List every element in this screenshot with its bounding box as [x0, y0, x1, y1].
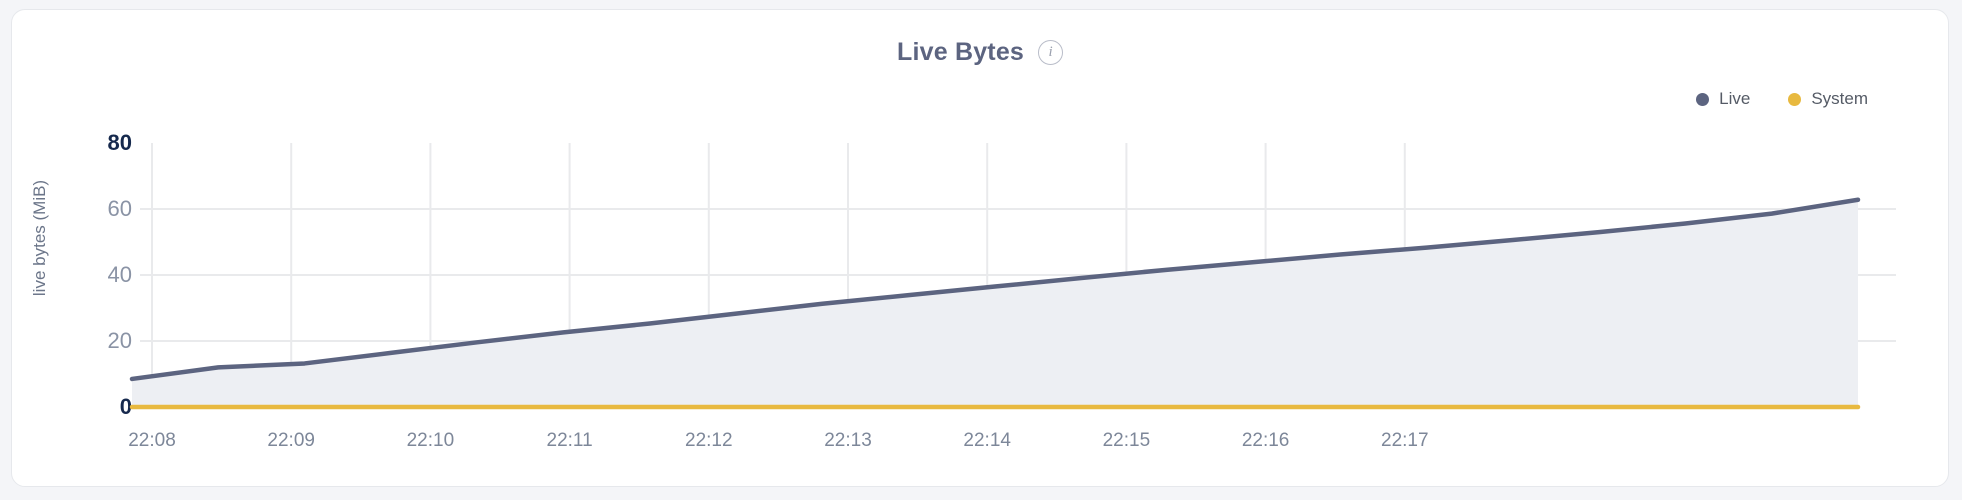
y-axis-tick-label: 0 — [119, 394, 132, 419]
x-axis-tick-label: 22:17 — [1381, 430, 1429, 451]
x-axis-tick-label: 22:10 — [406, 430, 455, 451]
legend-circle-dot-icon — [1788, 92, 1802, 106]
x-axis-tick-label: 22:11 — [546, 430, 593, 451]
x-axis-tick-label: 22:15 — [1102, 430, 1151, 451]
series-area-live — [132, 199, 1858, 407]
chart-header: Live Bytes i — [12, 38, 1948, 67]
x-axis-tick-label: 22:12 — [685, 430, 733, 451]
x-axis-tick-label: 22:13 — [824, 430, 872, 451]
chart-canvas — [129, 143, 1896, 410]
live-bytes-chart-card: Live Bytes i Live System live bytes (MiB)… — [11, 9, 1949, 487]
y-axis-tick-label: 60 — [107, 196, 132, 221]
chart-plot-area: live bytes (MiB) 0 20 40 60 80 22:08 22:09 22:… — [12, 10, 1950, 488]
x-axis-tick-label: 22:09 — [267, 430, 315, 451]
info-icon[interactable]: i — [1038, 40, 1064, 65]
x-axis-tick-label: 22:14 — [963, 430, 1011, 451]
legend-label: System — [1811, 89, 1868, 108]
legend-label: Live — [1719, 89, 1751, 108]
legend-circle-dot-icon — [1696, 92, 1710, 106]
y-axis-ticks: 0 20 40 60 80 — [72, 10, 132, 488]
y-axis-tick-label: 80 — [107, 130, 132, 155]
series-line-live — [129, 197, 1861, 382]
legend-item-live[interactable]: Live — [1696, 89, 1750, 109]
y-axis-tick-label: 40 — [107, 262, 132, 287]
page-title: Live Bytes — [896, 38, 1025, 66]
x-axis-tick-label: 22:16 — [1241, 430, 1290, 451]
x-axis-tick-label: 22:08 — [128, 430, 176, 451]
y-axis-tick-label: 20 — [107, 328, 132, 353]
chart-legend: Live System — [1696, 89, 1868, 109]
legend-item-system[interactable]: System — [1788, 89, 1868, 109]
